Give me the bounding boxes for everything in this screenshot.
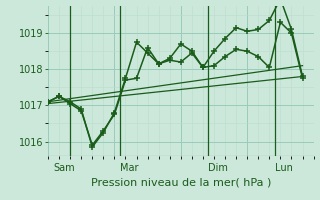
- Text: Sam: Sam: [53, 163, 75, 173]
- Text: Lun: Lun: [275, 163, 293, 173]
- Text: Dim: Dim: [208, 163, 228, 173]
- Text: Mar: Mar: [120, 163, 139, 173]
- X-axis label: Pression niveau de la mer( hPa ): Pression niveau de la mer( hPa ): [91, 177, 271, 187]
